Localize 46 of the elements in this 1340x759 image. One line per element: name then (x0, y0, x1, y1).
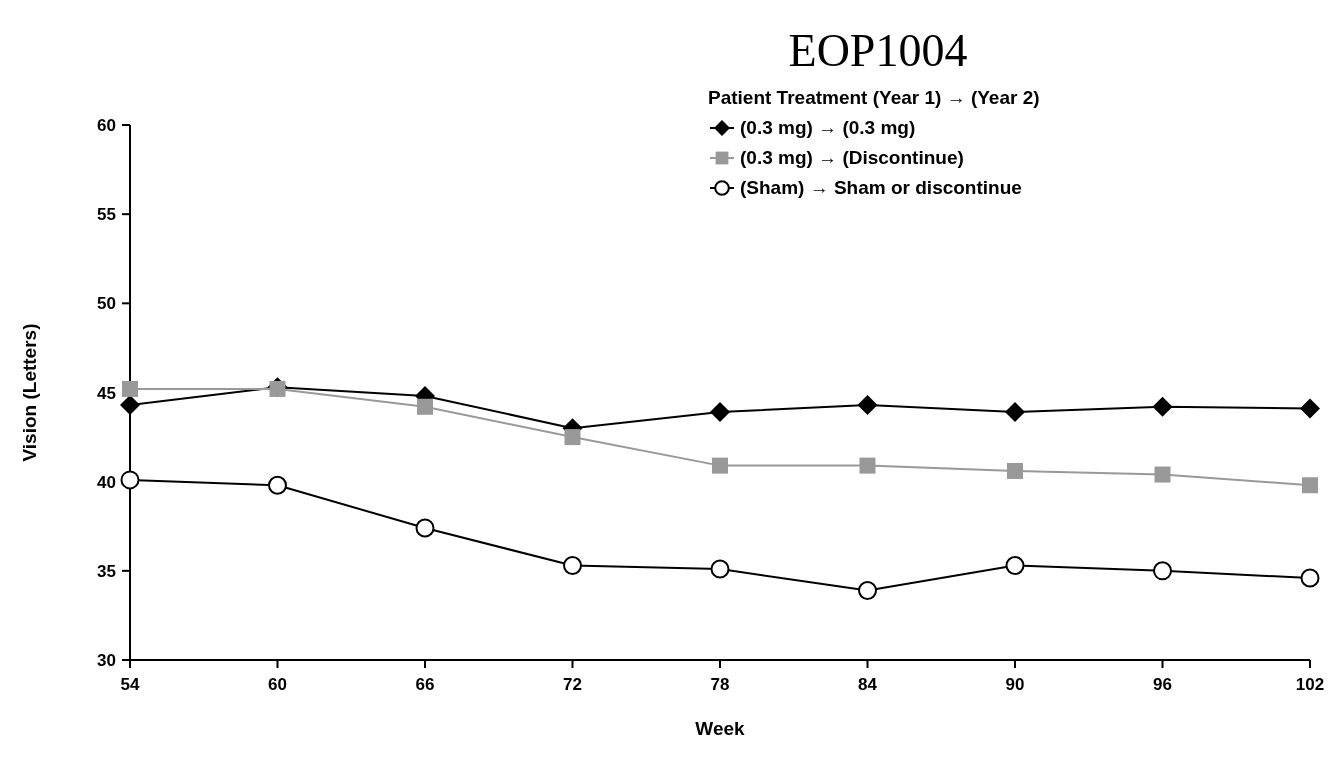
x-tick-label: 66 (415, 675, 435, 694)
y-tick-label: 50 (97, 294, 116, 314)
point (564, 429, 581, 446)
point (710, 559, 730, 579)
chart-title: EOP1004 (788, 25, 968, 76)
point (1005, 402, 1025, 423)
point (712, 457, 728, 474)
point (1300, 398, 1320, 419)
point (1300, 568, 1320, 588)
point (858, 580, 877, 600)
legend-title: Patient Treatment (Year 1) → (Year 2) (708, 87, 1040, 108)
legend-label: (0.3 mg) → (0.3 mg) (740, 117, 916, 138)
point (857, 394, 878, 415)
y-tick-label: 30 (97, 651, 116, 670)
x-axis-title: Week (695, 718, 746, 739)
legend-label: (Sham) → Sham or discontinue (740, 177, 1022, 198)
x-tick-label: 54 (120, 675, 140, 694)
point (120, 470, 140, 490)
point (268, 475, 287, 495)
point (1007, 462, 1023, 479)
x-tick-label: 90 (1005, 675, 1025, 694)
y-axis-title: Vision (Letters) (19, 323, 40, 462)
point (1153, 561, 1172, 581)
point (415, 518, 435, 538)
point (1302, 477, 1318, 494)
x-tick-label: 60 (268, 675, 287, 694)
point (859, 457, 876, 474)
point (1154, 466, 1171, 483)
y-tick-label: 60 (97, 116, 116, 135)
x-tick-label: 78 (710, 675, 730, 694)
point (1005, 555, 1025, 575)
point (563, 555, 582, 575)
y-tick-label: 55 (97, 205, 116, 225)
y-tick-label: 40 (97, 472, 116, 492)
point (122, 380, 138, 397)
point (120, 394, 140, 415)
y-tick-label: 35 (97, 561, 116, 581)
y-tick-label: 45 (97, 383, 116, 403)
point (1152, 396, 1173, 417)
x-tick-label: 72 (563, 675, 582, 694)
legend-label: (0.3 mg) → (Discontinue) (740, 147, 964, 168)
point (710, 402, 730, 423)
x-tick-label: 96 (1153, 675, 1172, 694)
x-tick-label: 84 (858, 675, 878, 694)
point (417, 398, 433, 415)
x-tick-label: 102 (1295, 675, 1325, 694)
